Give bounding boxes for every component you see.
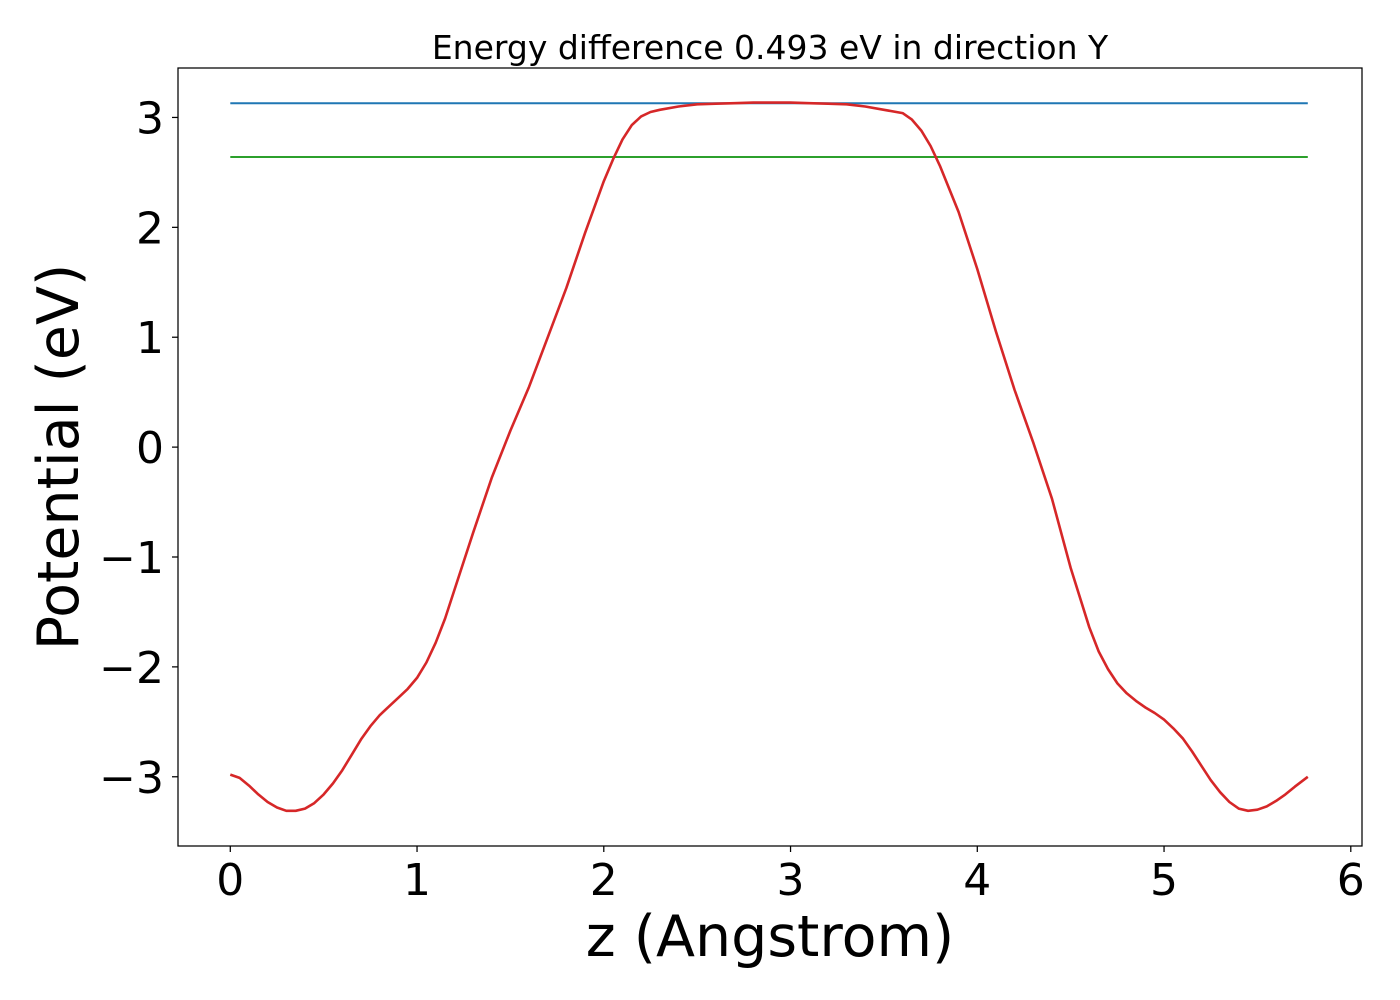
x-tick-label: 6 — [1337, 855, 1365, 906]
y-axis-label: Potential (eV) — [26, 264, 92, 650]
y-tick-label: 1 — [136, 313, 164, 364]
x-tick-label: 4 — [963, 855, 991, 906]
x-tick-label: 2 — [590, 855, 618, 906]
plot-area-frame — [177, 67, 1363, 847]
chart-title: Energy difference 0.493 eV in direction … — [432, 28, 1109, 67]
x-tick-label: 3 — [777, 855, 805, 906]
x-tick-label: 0 — [216, 855, 244, 906]
series-line-3 — [229, 101, 1309, 813]
y-tick-label: −3 — [99, 753, 164, 804]
y-axis-ticks: −3 −2 −1 0 1 2 3 — [99, 93, 178, 804]
x-axis-ticks: 0 1 2 3 4 5 6 — [216, 846, 1365, 906]
series-layer — [229, 101, 1309, 813]
x-axis-label: z (Angstrom) — [586, 904, 954, 970]
y-tick-label: −1 — [99, 533, 164, 584]
y-tick-label: 2 — [136, 203, 164, 254]
y-tick-label: −2 — [99, 643, 164, 694]
y-tick-label: 0 — [136, 423, 164, 474]
x-tick-label: 5 — [1150, 855, 1178, 906]
x-tick-label: 1 — [403, 855, 431, 906]
y-tick-label: 3 — [136, 93, 164, 144]
